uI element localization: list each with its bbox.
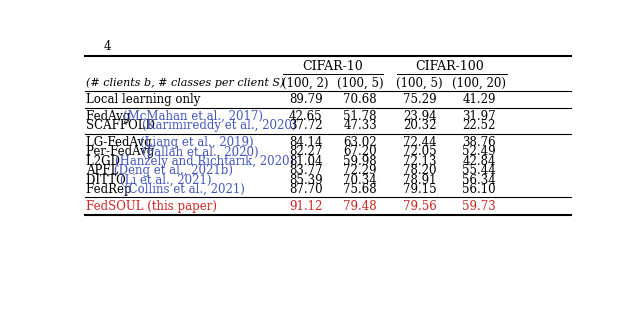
Text: 23.94: 23.94 [403, 110, 436, 123]
Text: 72.44: 72.44 [403, 136, 436, 149]
Text: 87.70: 87.70 [289, 183, 323, 196]
Text: 22.52: 22.52 [463, 119, 496, 132]
Text: FedSOUL (this paper): FedSOUL (this paper) [86, 200, 217, 213]
Text: (100, 5): (100, 5) [337, 77, 383, 89]
Text: (Fallah et al., 2020): (Fallah et al., 2020) [141, 145, 259, 158]
Text: FedAvg: FedAvg [86, 110, 134, 123]
Text: 85.39: 85.39 [289, 173, 323, 186]
Text: 79.56: 79.56 [403, 200, 436, 213]
Text: 72.29: 72.29 [344, 164, 377, 177]
Text: 42.84: 42.84 [463, 155, 496, 168]
Text: (100, 5): (100, 5) [396, 77, 443, 89]
Text: 37.72: 37.72 [289, 119, 323, 132]
Text: 79.48: 79.48 [344, 200, 377, 213]
Text: 31.97: 31.97 [463, 110, 496, 123]
Text: 59.73: 59.73 [463, 200, 496, 213]
Text: (100, 2): (100, 2) [282, 77, 329, 89]
Text: 42.65: 42.65 [289, 110, 323, 123]
Text: (Karimireddy et al., 2020): (Karimireddy et al., 2020) [142, 119, 297, 132]
Text: 79.15: 79.15 [403, 183, 436, 196]
Text: 20.32: 20.32 [403, 119, 436, 132]
Text: 81.04: 81.04 [289, 155, 323, 168]
Text: 63.02: 63.02 [344, 136, 377, 149]
Text: 70.34: 70.34 [344, 173, 377, 186]
Text: SCAFFOLD: SCAFFOLD [86, 119, 159, 132]
Text: CIFAR-10: CIFAR-10 [303, 60, 364, 73]
Text: 38.76: 38.76 [463, 136, 496, 149]
Text: 78.91: 78.91 [403, 173, 436, 186]
Text: 83.77: 83.77 [289, 164, 323, 177]
Text: 56.34: 56.34 [463, 173, 496, 186]
Text: L2GD: L2GD [86, 155, 124, 168]
Text: 82.27: 82.27 [289, 145, 323, 158]
Text: (Hanzely and Richtárik, 2020): (Hanzely and Richtárik, 2020) [115, 155, 294, 168]
Text: (Deng et al., 2021b): (Deng et al., 2021b) [114, 164, 233, 177]
Text: CIFAR-100: CIFAR-100 [415, 60, 484, 73]
Text: 78.20: 78.20 [403, 164, 436, 177]
Text: 67.20: 67.20 [344, 145, 377, 158]
Text: 70.68: 70.68 [344, 93, 377, 107]
Text: Local learning only: Local learning only [86, 93, 200, 107]
Text: 75.68: 75.68 [344, 183, 377, 196]
Text: (Liang et al., 2019): (Liang et al., 2019) [140, 136, 253, 149]
Text: (100, 20): (100, 20) [452, 77, 506, 89]
Text: 56.10: 56.10 [463, 183, 496, 196]
Text: (Collins et al., 2021): (Collins et al., 2021) [124, 183, 245, 196]
Text: APFL: APFL [86, 164, 122, 177]
Text: 89.79: 89.79 [289, 93, 323, 107]
Text: 91.12: 91.12 [289, 200, 323, 213]
Text: 51.78: 51.78 [344, 110, 377, 123]
Text: 4: 4 [104, 40, 111, 53]
Text: Per-FedAvg: Per-FedAvg [86, 145, 158, 158]
Text: (# clients b, # classes per client S): (# clients b, # classes per client S) [86, 78, 284, 88]
Text: DITTO: DITTO [86, 173, 129, 186]
Text: FedRep: FedRep [86, 183, 135, 196]
Text: 55.44: 55.44 [463, 164, 496, 177]
Text: (McMahan et al., 2017): (McMahan et al., 2017) [123, 110, 263, 123]
Text: 84.14: 84.14 [289, 136, 323, 149]
Text: 75.29: 75.29 [403, 93, 436, 107]
Text: 47.33: 47.33 [344, 119, 377, 132]
Text: 72.13: 72.13 [403, 155, 436, 168]
Text: (Li et al., 2021): (Li et al., 2021) [120, 173, 211, 186]
Text: 52.49: 52.49 [463, 145, 496, 158]
Text: LG-FedAvg: LG-FedAvg [86, 136, 156, 149]
Text: 41.29: 41.29 [463, 93, 496, 107]
Text: 59.98: 59.98 [344, 155, 377, 168]
Text: 72.05: 72.05 [403, 145, 436, 158]
